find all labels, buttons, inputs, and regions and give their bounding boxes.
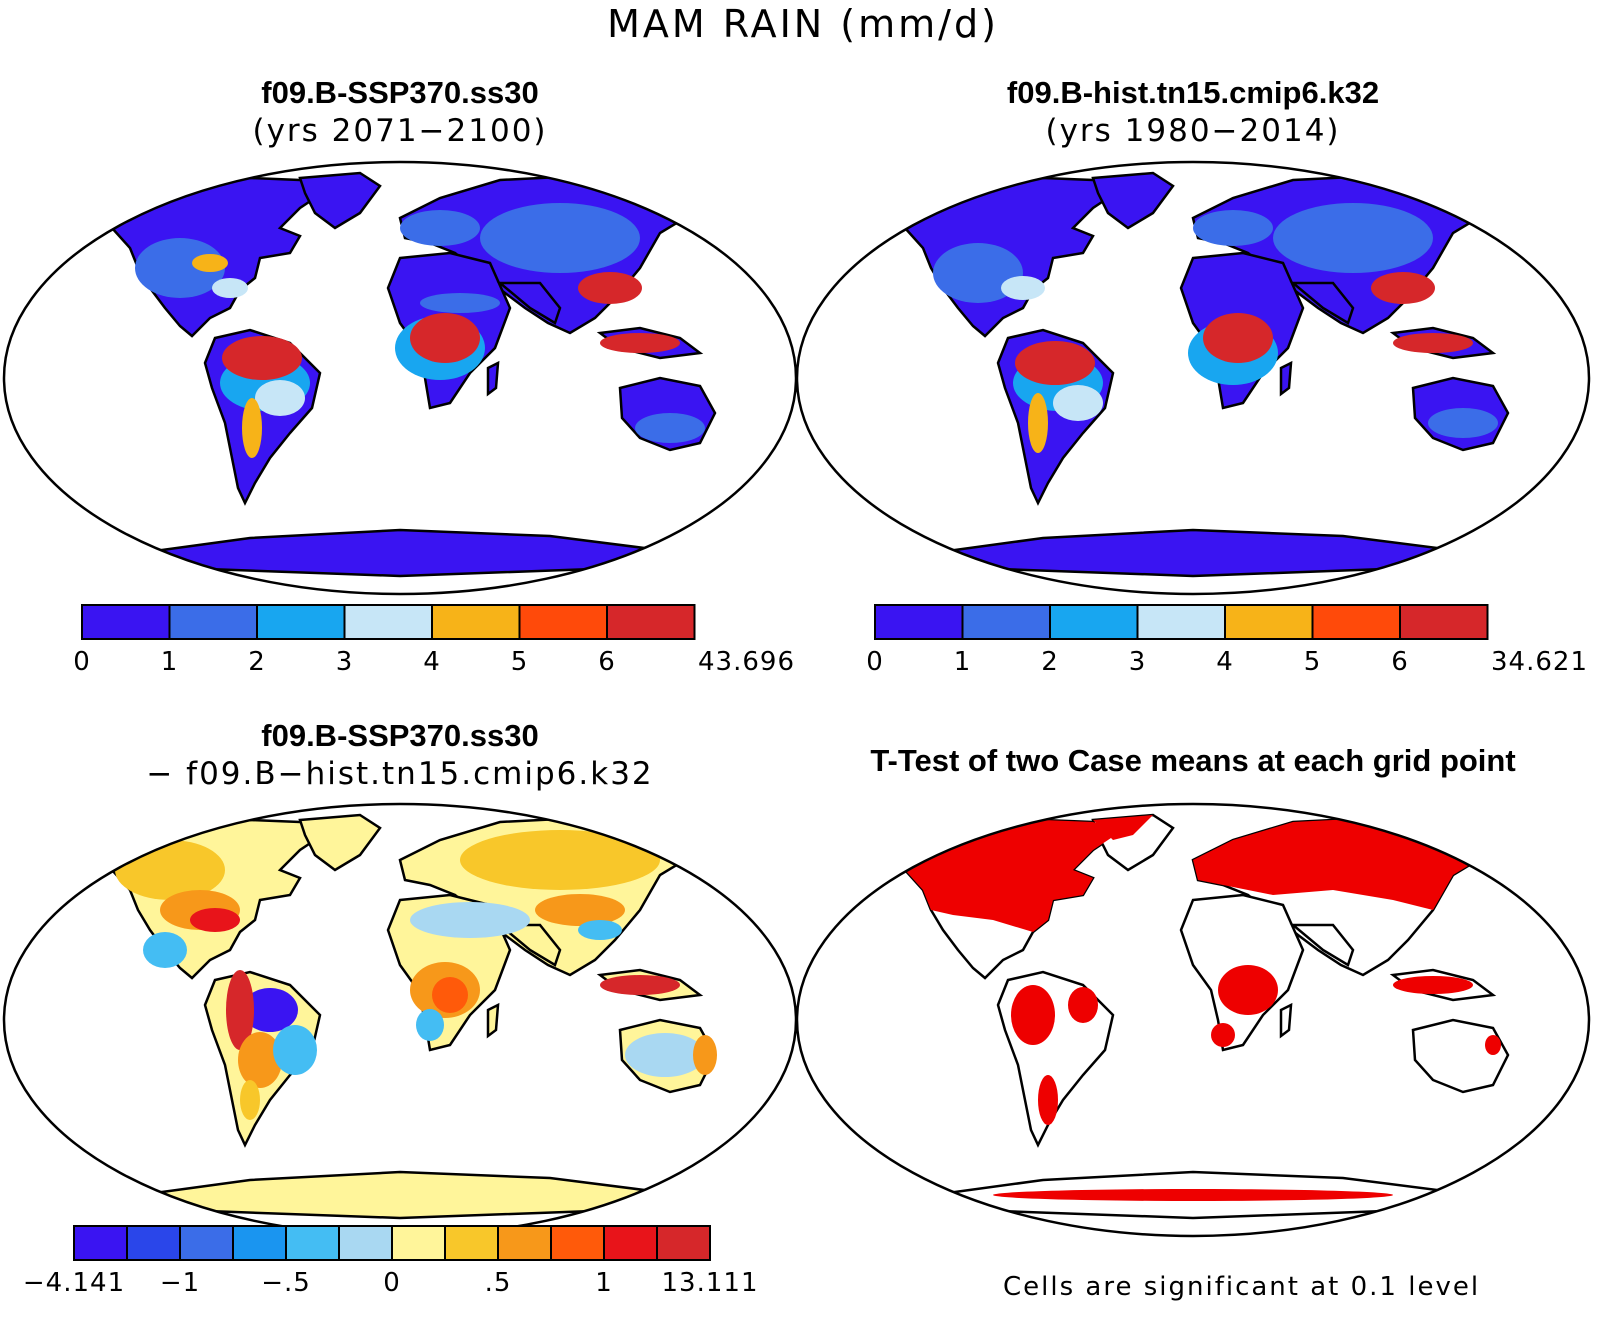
colorbar-tick-label: .5 — [484, 1268, 512, 1298]
panel-1-map — [2, 160, 798, 596]
colorbar-tick-label: 13.111 — [661, 1268, 759, 1298]
colorbar-box — [444, 1225, 499, 1261]
colorbar-box — [606, 604, 696, 640]
colorbar-tick-label: −.5 — [261, 1268, 311, 1298]
panel-3-subtitle: − f09.B−hist.tn15.cmip6.k32 — [146, 756, 654, 792]
panel-2-map — [795, 160, 1591, 596]
panel-3-title: f09.B-SSP370.ss30 — [261, 718, 539, 753]
colorbar-box — [1399, 604, 1489, 640]
colorbar-box — [343, 604, 433, 640]
colorbar-tick-label: −4.141 — [22, 1268, 126, 1298]
colorbar-box — [232, 1225, 287, 1261]
colorbar-tick-label: 3 — [335, 647, 354, 677]
colorbar-box — [518, 604, 608, 640]
colorbar-tick-label: 1 — [160, 647, 179, 677]
colorbar-tick-label: 6 — [1391, 647, 1409, 677]
panel-3-map — [2, 802, 798, 1238]
panel-4-title: T-Test of two Case means at each grid po… — [870, 743, 1516, 778]
panel-1-title: f09.B-SSP370.ss30 — [261, 75, 539, 110]
colorbar-box — [656, 1225, 711, 1261]
colorbar-tick-label: 3 — [1128, 647, 1147, 677]
significant-cells — [888, 815, 1501, 1201]
colorbar-box — [179, 1225, 234, 1261]
colorbar-box — [431, 604, 521, 640]
colorbar-tick-label: −1 — [159, 1268, 201, 1298]
colorbar-tick-label: 4 — [1216, 647, 1234, 677]
panel-2-colorbar — [874, 604, 1489, 640]
panel-3-colorbar — [73, 1225, 711, 1261]
panel-2-subtitle: (yrs 1980−2014) — [1045, 113, 1341, 149]
colorbar-box — [1049, 604, 1139, 640]
colorbar-tick-label: 34.621 — [1491, 647, 1588, 677]
panel-1-subtitle: (yrs 2071−2100) — [252, 113, 548, 149]
colorbar-tick-label: 6 — [598, 647, 616, 677]
figure-title: MAM RAIN (mm/d) — [607, 2, 999, 46]
colorbar-tick-label: 2 — [248, 647, 266, 677]
significance-note: Cells are significant at 0.1 level — [1003, 1272, 1481, 1302]
panel-1-colorbar — [81, 604, 696, 640]
panel-4-map — [795, 802, 1591, 1238]
colorbar-box — [391, 1225, 446, 1261]
colorbar-tick-label: 1 — [953, 647, 972, 677]
colorbar-box — [256, 604, 346, 640]
colorbar-box — [874, 604, 964, 640]
colorbar-box — [168, 604, 258, 640]
colorbar-box — [550, 1225, 605, 1261]
colorbar-tick-label: 1 — [595, 1268, 613, 1298]
colorbar-tick-label: 43.696 — [698, 647, 795, 677]
colorbar-box — [338, 1225, 393, 1261]
panel-2-title: f09.B-hist.tn15.cmip6.k32 — [1006, 75, 1380, 110]
colorbar-box — [497, 1225, 552, 1261]
colorbar-tick-label: 0 — [866, 647, 884, 677]
colorbar-tick-label: 5 — [510, 647, 529, 677]
colorbar-tick-label: 4 — [423, 647, 441, 677]
colorbar-box — [603, 1225, 658, 1261]
colorbar-tick-label: 2 — [1041, 647, 1059, 677]
colorbar-box — [961, 604, 1051, 640]
colorbar-box — [1224, 604, 1314, 640]
colorbar-box — [1136, 604, 1226, 640]
colorbar-tick-label: 5 — [1303, 647, 1322, 677]
colorbar-box — [285, 1225, 340, 1261]
colorbar-box — [1311, 604, 1401, 640]
colorbar-box — [73, 1225, 128, 1261]
colorbar-box — [81, 604, 171, 640]
colorbar-tick-label: 0 — [73, 647, 91, 677]
colorbar-box — [126, 1225, 181, 1261]
colorbar-tick-label: 0 — [383, 1268, 401, 1298]
